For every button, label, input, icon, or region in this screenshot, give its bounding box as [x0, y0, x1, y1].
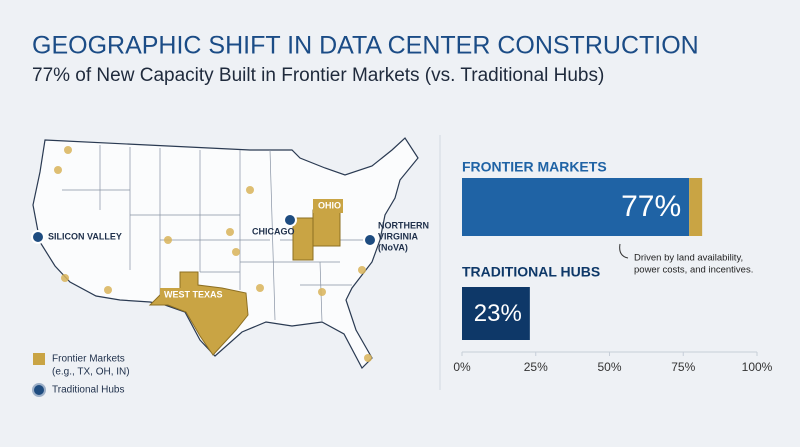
- value-label: 77%: [621, 190, 681, 223]
- x-tick-label: 25%: [524, 360, 548, 374]
- state-lines: [62, 145, 370, 323]
- legend-label: Frontier Markets: [52, 354, 125, 365]
- us-map: SILICON VALLEY CHICAGO OHIO NORTHERN VIR…: [31, 137, 429, 369]
- x-tick-label: 100%: [742, 360, 773, 374]
- bar: [462, 287, 530, 340]
- x-tick-label: 75%: [671, 360, 695, 374]
- category-label: TRADITIONAL HUBS: [462, 264, 600, 280]
- map-label: SILICON VALLEY: [48, 231, 122, 241]
- value-label: 23%: [474, 300, 522, 327]
- ohio: [312, 209, 341, 247]
- label-bg: [313, 199, 343, 213]
- legend-label: (e.g., TX, OH, IN): [52, 367, 130, 378]
- bar-chart: 0% 25% 50% 75% 100% FRONTIER MARKETS 77% TRADIT…: [453, 159, 772, 374]
- bar: [462, 178, 690, 236]
- legend-label: Traditional Hubs: [52, 385, 124, 396]
- x-tick-label: 0%: [453, 360, 471, 374]
- annotation: power costs, and incentives.: [634, 265, 753, 276]
- legend: Frontier Markets (e.g., TX, OH, IN) Trad…: [32, 353, 130, 397]
- map-label: VIRGINIA: [378, 231, 419, 241]
- hub-dots: [31, 213, 377, 247]
- legend-swatch: [33, 353, 45, 365]
- map-label: WEST TEXAS: [164, 289, 223, 299]
- subtitle: 77% of New Capacity Built in Frontier Ma…: [32, 65, 604, 86]
- category-label: FRONTIER MARKETS: [462, 159, 607, 175]
- x-tick-label: 50%: [597, 360, 621, 374]
- frontier-dots: [54, 146, 372, 362]
- label-bg: [160, 288, 218, 302]
- annotation-arrow: [619, 243, 629, 259]
- legend-swatch: [32, 383, 46, 397]
- title: GEOGRAPHIC SHIFT IN DATA CENTER CONSTRUC…: [32, 32, 699, 60]
- map-label: NORTHERN: [378, 220, 429, 230]
- map-label: OHIO: [318, 200, 341, 210]
- map-label: (NoVA): [378, 242, 408, 252]
- annotation: Driven by land availability,: [634, 253, 743, 264]
- map-label: CHICAGO: [252, 226, 295, 236]
- bar-accent: [689, 178, 703, 236]
- indiana: [292, 217, 314, 261]
